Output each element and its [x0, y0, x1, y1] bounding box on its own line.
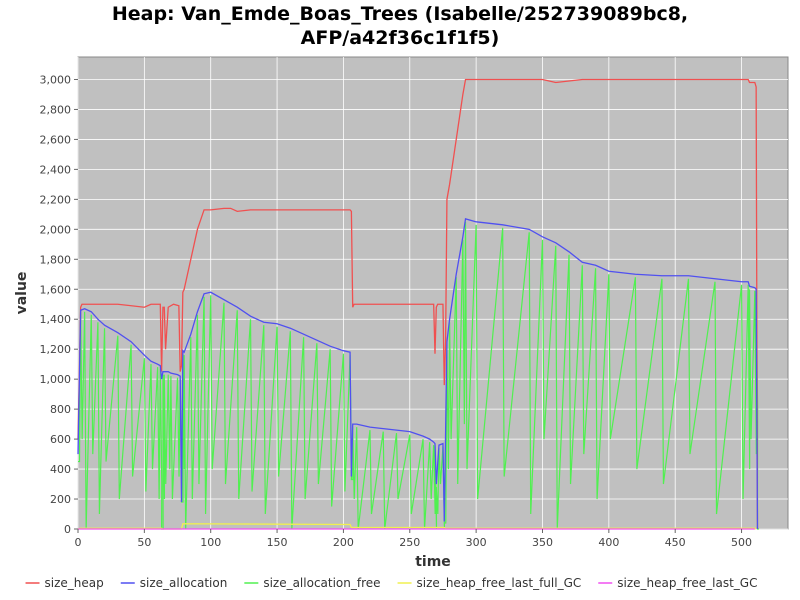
- legend-item-size_heap: size_heap: [25, 576, 104, 590]
- y-tick-label: 1,600: [40, 283, 72, 296]
- y-tick-label: 0: [64, 523, 71, 536]
- x-tick-label: 450: [665, 536, 686, 549]
- legend-label: size_allocation_free: [263, 576, 380, 590]
- y-tick-label: 400: [50, 463, 71, 476]
- y-tick-label: 2,200: [40, 193, 72, 206]
- x-axis-label: time: [415, 554, 451, 570]
- y-tick-label: 200: [50, 493, 71, 506]
- legend-label: size_heap_free_last_GC: [617, 576, 757, 590]
- legend: size_heap size_allocation size_allocation_…: [25, 576, 757, 590]
- x-tick-label: 400: [598, 536, 619, 549]
- x-tick-label: 500: [731, 536, 752, 549]
- y-tick-label: 2,000: [40, 223, 72, 236]
- x-tick-label: 300: [466, 536, 487, 549]
- y-tick-label: 3,000: [40, 73, 72, 86]
- series-line-size_heap: [77, 78, 759, 530]
- x-tick-label: 0: [75, 536, 82, 549]
- legend-item-size_heap_free_last_full_GC: size_heap_free_last_full_GC: [397, 576, 582, 590]
- x-tick-label: 150: [267, 536, 288, 549]
- x-tick-label: 100: [200, 536, 221, 549]
- y-tick-label: 2,800: [40, 103, 72, 116]
- y-tick-label: 1,200: [40, 343, 72, 356]
- series-layer: [77, 78, 759, 530]
- axes: 0 200 400 600 800 1,000 1,200 1,400 1,600 1,800 2,…: [40, 73, 753, 549]
- y-tick-label: 2,600: [40, 133, 72, 146]
- chart-title-line-2: AFP/a42f36c1f1f5): [301, 27, 500, 49]
- y-axis-label: value: [14, 272, 30, 315]
- y-tick-label: 1,000: [40, 373, 72, 386]
- legend-label: size_allocation: [140, 576, 228, 590]
- x-tick-label: 200: [333, 536, 354, 549]
- series-line-size_allocation_free: [78, 221, 759, 530]
- x-tick-label: 250: [399, 536, 420, 549]
- legend-item-size_allocation: size_allocation: [120, 576, 228, 590]
- y-tick-label: 600: [50, 433, 71, 446]
- legend-label: size_heap_free_last_full_GC: [417, 576, 582, 590]
- y-tick-label: 2,400: [40, 163, 72, 176]
- y-tick-label: 1,400: [40, 313, 72, 326]
- x-tick-label: 50: [137, 536, 151, 549]
- y-tick-label: 1,800: [40, 253, 72, 266]
- chart-title-line-1: Heap: Van_Emde_Boas_Trees (Isabelle/2527…: [112, 3, 688, 25]
- x-tick-label: 350: [532, 536, 553, 549]
- y-tick-label: 800: [50, 403, 71, 416]
- legend-item-size_allocation_free: size_allocation_free: [244, 576, 381, 590]
- legend-label: size_heap: [45, 576, 104, 590]
- legend-item-size_heap_free_last_GC: size_heap_free_last_GC: [598, 576, 757, 590]
- series-line-size_allocation: [77, 218, 759, 530]
- series-line-size_heap_free_last_full_GC: [77, 523, 757, 530]
